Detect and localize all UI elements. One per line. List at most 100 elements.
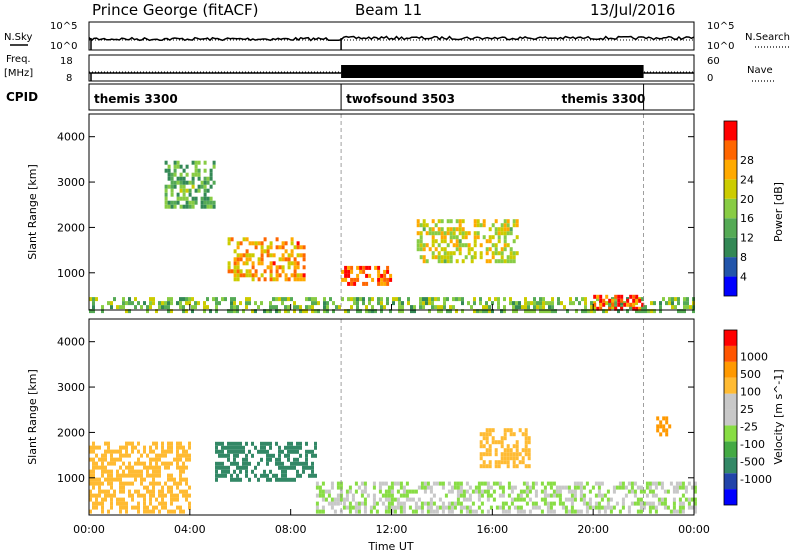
echo-cell [573, 493, 577, 498]
echo-cell [573, 481, 577, 486]
echo-cell [425, 223, 429, 228]
echo-cell [686, 297, 689, 302]
echo-cell [260, 445, 263, 450]
echo-cell [116, 449, 119, 454]
echo-cell [456, 501, 460, 506]
echo-cell [456, 493, 460, 498]
echo-cell [534, 489, 538, 494]
echo-cell [470, 259, 474, 264]
echo-cell [188, 297, 191, 302]
echo-cell [278, 449, 281, 454]
echo-cell [287, 297, 290, 302]
echo-cell [233, 453, 236, 458]
echo-cell [482, 309, 485, 314]
echo-cell [167, 461, 170, 466]
echo-cell [431, 305, 434, 310]
cpid-segment-label: themis 3300 [94, 92, 178, 106]
echo-cell [333, 497, 337, 502]
echo-cell [471, 501, 475, 506]
echo-cell [515, 219, 519, 224]
echo-cell [128, 297, 131, 302]
echo-cell [110, 449, 113, 454]
echo-cell [287, 445, 290, 450]
echo-cell [377, 297, 380, 302]
echo-cell [414, 509, 418, 514]
echo-cell [296, 461, 299, 466]
echo-cell [512, 460, 516, 465]
echo-cell [474, 485, 478, 490]
echo-cell [477, 489, 481, 494]
echo-cell [462, 505, 466, 510]
echo-cell [468, 497, 472, 502]
echo-cell [185, 204, 189, 209]
echo-cell [497, 297, 500, 302]
echo-cell [351, 493, 355, 498]
echo-cell [89, 477, 92, 482]
colorbar-tick-label: 4 [740, 271, 747, 284]
echo-cell [275, 477, 278, 482]
echo-cell [503, 456, 507, 461]
echo-cell [239, 469, 242, 474]
echo-cell [110, 501, 113, 506]
echo-cell [296, 449, 299, 454]
echo-cell [275, 269, 279, 274]
echo-cell [443, 235, 447, 240]
echo-cell [368, 297, 371, 302]
echo-cell [683, 305, 686, 310]
echo-cell [321, 509, 325, 514]
echo-cell [482, 235, 486, 240]
echo-cell [92, 449, 95, 454]
echo-cell [173, 509, 176, 514]
echo-cell [224, 445, 227, 450]
echo-cell [497, 227, 501, 232]
echo-cell [494, 460, 498, 465]
echo-cell [690, 497, 694, 502]
echo-cell [461, 235, 465, 240]
echo-cell [660, 485, 664, 490]
echo-cell [287, 453, 290, 458]
echo-cell [239, 477, 242, 482]
colorbar-tick-label: 28 [740, 154, 754, 167]
echo-cell [179, 441, 182, 446]
echo-cell [290, 261, 294, 266]
echo-cell [119, 453, 122, 458]
echo-cell [470, 255, 474, 260]
echo-cell [672, 501, 676, 506]
echo-cell [542, 301, 545, 306]
echo-cell [512, 452, 516, 457]
echo-cell [431, 239, 435, 244]
echo-cell [570, 493, 574, 498]
echo-cell [113, 449, 116, 454]
echo-cell [617, 302, 621, 307]
echo-cell [179, 188, 183, 193]
echo-cell [638, 309, 641, 314]
echo-cell [408, 489, 412, 494]
echo-cell [543, 501, 547, 506]
echo-cell [420, 481, 424, 486]
power-colorbar-label: Power [dB] [772, 182, 785, 242]
echo-cell [275, 297, 278, 302]
echo-cell [305, 449, 308, 454]
echo-cell [260, 245, 264, 250]
echo-cell [293, 477, 296, 482]
echo-cell [506, 464, 510, 469]
echo-cell [504, 509, 508, 514]
echo-cell [110, 453, 113, 458]
echo-cell [275, 457, 278, 462]
echo-cell [363, 505, 367, 510]
echo-cell [441, 485, 445, 490]
echo-cell [639, 501, 643, 506]
echo-cell [573, 497, 577, 502]
echo-cell [170, 497, 173, 502]
echo-cell [95, 465, 98, 470]
echo-cell [453, 481, 457, 486]
echo-cell [287, 465, 290, 470]
echo-cell [665, 420, 669, 425]
echo-cell [119, 485, 122, 490]
echo-cell [269, 445, 272, 450]
echo-cell [308, 305, 311, 310]
echo-cell [651, 505, 655, 510]
colorbar-swatch [724, 159, 737, 180]
echo-cell [179, 453, 182, 458]
echo-cell [206, 297, 209, 302]
